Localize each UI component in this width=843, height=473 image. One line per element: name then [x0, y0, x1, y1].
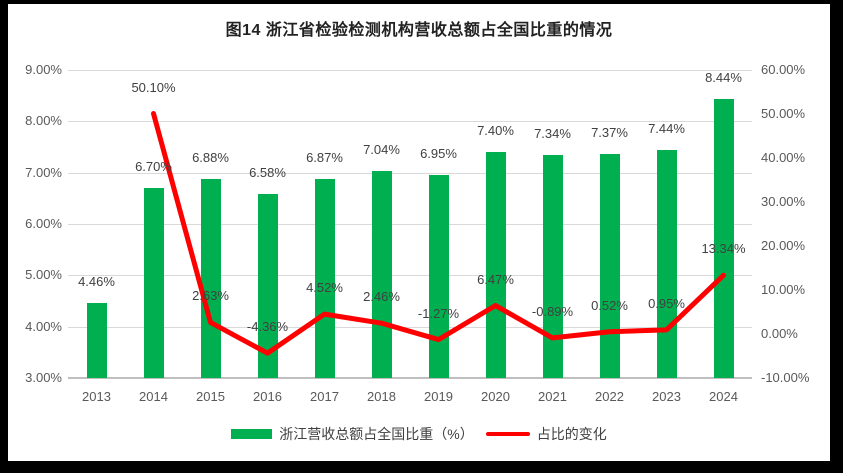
legend-item-line-series: 占比的变化	[485, 424, 607, 444]
bar-series-swatch-icon	[231, 429, 273, 439]
chart-title: 图14 浙江省检验检测机构营收总额占全国比重的情况	[225, 22, 613, 39]
chart-canvas	[8, 4, 830, 461]
line-series-swatch-icon	[485, 432, 530, 436]
legend-label-bar-series: 浙江营收总额占全国比重（%）	[279, 426, 474, 442]
legend-item-bar-series: 浙江营收总额占全国比重（%）	[231, 424, 474, 444]
legend-label-line-series: 占比的变化	[536, 426, 607, 442]
chart-legend: 浙江营收总额占全国比重（%） 占比的变化	[8, 424, 830, 444]
